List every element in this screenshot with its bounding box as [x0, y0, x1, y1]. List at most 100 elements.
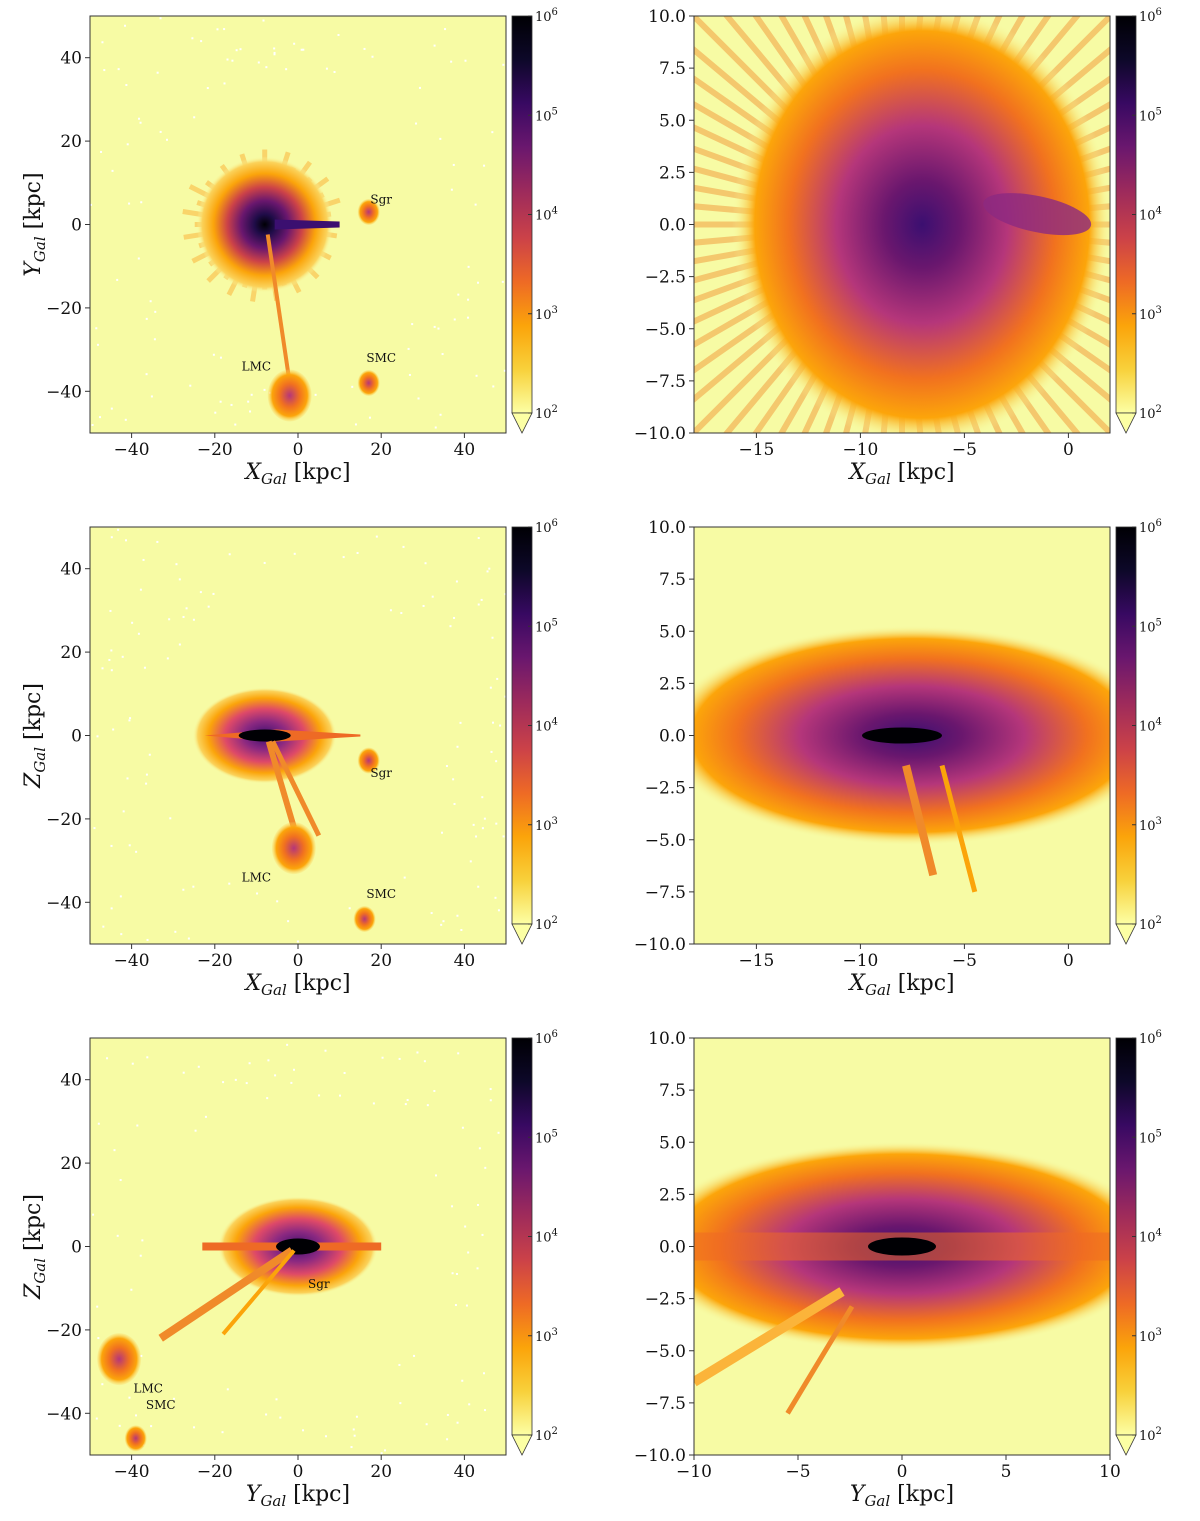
sparse-pixel	[185, 607, 188, 610]
sparse-pixel	[451, 1205, 454, 1208]
sparse-pixel	[494, 896, 497, 899]
sparse-pixel	[117, 68, 120, 71]
sparse-pixel	[468, 1403, 471, 1406]
x-tick-label: −5	[952, 951, 977, 971]
colorbar-extend-min	[511, 1434, 533, 1456]
sparse-pixel	[129, 717, 132, 720]
sparse-pixel	[102, 925, 105, 928]
sparse-pixel	[431, 595, 434, 598]
sparse-pixel	[276, 900, 279, 903]
colorbar-tick-label: 106	[1139, 1029, 1162, 1047]
sparse-pixel	[182, 615, 185, 618]
y-tick-label: −20	[46, 299, 82, 319]
panel-3: Sgr LMC SMC −40 −20 0 20 40 −40 −20 0 20 40 XGal [kpc…	[21, 518, 558, 999]
y-tick-label: 7.5	[659, 570, 686, 590]
sparse-pixel	[96, 735, 99, 738]
sparse-pixel	[302, 48, 305, 51]
sparse-pixel	[204, 1115, 207, 1118]
sparse-pixel	[95, 1417, 98, 1420]
colorbar-tick-label: 105	[535, 617, 558, 635]
sparse-pixel	[415, 122, 418, 125]
sparse-pixel	[338, 1094, 341, 1097]
stream	[221, 1249, 296, 1336]
sparse-pixel	[231, 59, 234, 62]
sparse-pixel	[398, 1057, 401, 1060]
sparse-pixel	[353, 1434, 356, 1437]
sparse-pixel	[187, 937, 190, 940]
y-tick-label: −40	[46, 893, 82, 913]
sparse-pixel	[234, 1078, 237, 1081]
y-tick-label: −5.0	[645, 831, 686, 851]
sparse-pixel	[302, 1429, 305, 1432]
sparse-pixel	[101, 667, 104, 670]
sparse-pixel	[145, 773, 148, 776]
x-tick-label: −40	[114, 1462, 150, 1482]
colorbar-extend-min	[511, 412, 533, 434]
sparse-pixel	[110, 407, 113, 410]
sparse-pixel	[499, 724, 502, 727]
sparse-pixel	[497, 1131, 500, 1134]
sparse-pixel	[266, 1097, 269, 1100]
colorbar-tick-label: 105	[1139, 106, 1162, 124]
y-tick-label: −7.5	[645, 883, 686, 903]
sparse-pixel	[439, 137, 442, 140]
x-tick-label: 40	[454, 951, 476, 971]
sparse-pixel	[103, 69, 106, 72]
y-axis-label: YGal [kpc]	[21, 172, 49, 276]
sparse-pixel	[120, 933, 123, 936]
sparse-pixel	[124, 24, 127, 27]
y-tick-label: 2.5	[659, 163, 686, 183]
sparse-pixel	[381, 1056, 384, 1059]
annotation-smc: SMC	[146, 1398, 176, 1412]
satellite-smc	[357, 369, 380, 396]
y-tick-label: 0	[71, 1238, 82, 1258]
sparse-pixel	[135, 850, 138, 853]
sparse-pixel	[140, 1354, 143, 1357]
sparse-pixel	[475, 835, 478, 838]
x-tick-label: −10	[676, 1462, 712, 1482]
y-tick-label: −2.5	[645, 1290, 686, 1310]
x-tick-label: −40	[114, 440, 150, 460]
sparse-pixel	[478, 1147, 481, 1150]
x-tick-label: −5	[952, 440, 977, 460]
stream	[902, 764, 938, 877]
sparse-pixel	[191, 37, 194, 40]
sparse-pixel	[96, 343, 99, 346]
sparse-pixel	[430, 912, 433, 915]
sparse-pixel	[389, 609, 392, 612]
sparse-pixel	[363, 47, 366, 50]
sparse-pixel	[128, 202, 131, 205]
sparse-pixel	[449, 625, 452, 628]
sparse-pixel	[118, 1424, 121, 1427]
colorbar-tick-label: 103	[535, 816, 558, 834]
sparse-pixel	[489, 686, 492, 689]
x-tick-label: 5	[1001, 1462, 1012, 1482]
sparse-pixel	[197, 1065, 200, 1068]
sparse-pixel	[375, 535, 378, 538]
heatmap-image	[90, 17, 506, 429]
sparse-pixel	[434, 1174, 437, 1177]
sparse-pixel	[110, 649, 113, 652]
y-tick-label: 5.0	[659, 622, 686, 642]
colorbar-extend-min	[1115, 923, 1137, 945]
sparse-pixel	[491, 131, 494, 134]
sparse-pixel	[110, 907, 113, 910]
sparse-pixel	[486, 570, 489, 573]
sparse-pixel	[452, 778, 455, 781]
sparse-pixel	[450, 188, 453, 191]
annotation-lmc: LMC	[134, 1381, 163, 1395]
sparse-pixel	[425, 1423, 428, 1426]
sparse-pixel	[178, 643, 181, 646]
colorbar-extend-min	[1115, 412, 1137, 434]
sparse-pixel	[290, 1081, 293, 1084]
sparse-pixel	[267, 1059, 270, 1062]
sparse-pixel	[371, 55, 374, 58]
sparse-pixel	[501, 280, 504, 283]
sparse-pixel	[343, 1071, 346, 1074]
x-tick-label: −5	[785, 1462, 810, 1482]
sparse-pixel	[263, 561, 266, 564]
heatmap-image	[694, 1141, 1110, 1415]
y-tick-label: −5.0	[645, 1342, 686, 1362]
sparse-pixel	[137, 257, 140, 260]
